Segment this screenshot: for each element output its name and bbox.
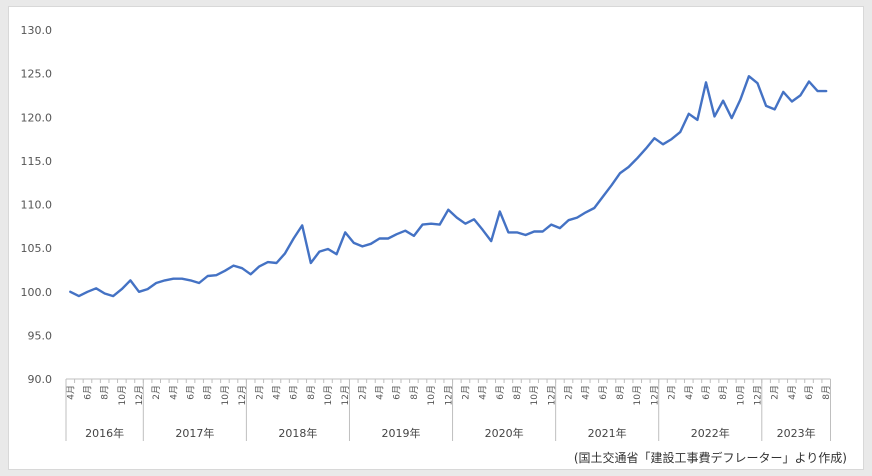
x-tick-label: 4月: [168, 385, 179, 400]
x-tick-label: 12月: [649, 385, 660, 405]
x-tick-label: 10月: [632, 385, 643, 405]
series-line: [69, 74, 828, 298]
x-tick-label: 12月: [340, 385, 351, 405]
year-label: 2022年: [691, 426, 730, 440]
y-tick-label: 90.0: [28, 373, 53, 386]
year-label: 2017年: [175, 426, 214, 440]
x-tick-label: 8月: [615, 385, 626, 400]
plot-area: [69, 74, 828, 298]
x-tick-label: 4月: [684, 385, 695, 400]
x-tick-label: 2月: [357, 385, 368, 400]
x-tick-label: 10月: [426, 385, 437, 405]
x-tick-label: 4月: [787, 385, 798, 400]
x-tick-label: 8月: [512, 385, 523, 400]
x-tick-label: 6月: [598, 385, 609, 400]
x-tick-label: 8月: [100, 385, 111, 400]
x-tick-label: 2月: [460, 385, 471, 400]
y-tick-label: 125.0: [21, 68, 53, 81]
x-tick-label: 4月: [581, 385, 592, 400]
x-tick-label: 8月: [409, 385, 420, 400]
year-axis: 2016年 2017年 2018年 2019年 2020年 2021年 2022年 2023年: [65, 379, 832, 441]
x-tick-label: 6月: [804, 385, 815, 400]
x-tick-label: 6月: [495, 385, 506, 400]
x-tick-label: 8月: [718, 385, 729, 400]
source-note: (国土交通省「建設工事費デフレーター」より作成): [573, 451, 847, 465]
x-tick-label: 10月: [323, 385, 334, 405]
x-tick-label: 4月: [478, 385, 489, 400]
year-label: 2016年: [85, 426, 124, 440]
x-tick-label: 6月: [186, 385, 197, 400]
x-tick-label: 6月: [289, 385, 300, 400]
y-tick-label: 130.0: [21, 24, 53, 37]
x-tick-label: 10月: [735, 385, 746, 405]
x-tick-label: 6月: [392, 385, 403, 400]
x-tick-label: 10月: [117, 385, 128, 405]
line-chart: 90.0 95.0 100.0 105.0 110.0 115.0 120.0 125.0 13…: [21, 24, 832, 441]
x-tick-label: 12月: [752, 385, 763, 405]
x-tick-label: 12月: [134, 385, 145, 405]
year-label: 2020年: [485, 426, 524, 440]
x-tick-label: 6月: [701, 385, 712, 400]
x-tick-label: 2月: [254, 385, 265, 400]
year-label: 2023年: [777, 426, 816, 440]
x-tick-label: 12月: [546, 385, 557, 405]
x-tick-label: 4月: [375, 385, 386, 400]
y-tick-label: 120.0: [21, 111, 53, 124]
x-axis: 4月 6月 8月 10月 12月 2月 4月 6月 8月 10月 12月 2月 4月 6月 8月 10月 12月…: [65, 378, 832, 405]
year-label: 2019年: [382, 426, 421, 440]
x-tick-label: 4月: [271, 385, 282, 400]
y-tick-label: 110.0: [21, 199, 53, 212]
x-tick-label: 2月: [564, 385, 575, 400]
x-tick-label: 2月: [770, 385, 781, 400]
x-tick-label: 8月: [203, 385, 214, 400]
x-tick-label: 2月: [151, 385, 162, 400]
y-tick-label: 95.0: [28, 329, 53, 342]
x-tick-label: 8月: [821, 385, 832, 400]
y-tick-label: 105.0: [21, 242, 53, 255]
y-axis: 90.0 95.0 100.0 105.0 110.0 115.0 120.0 125.0 13…: [21, 24, 53, 386]
x-tick-label: 2月: [667, 385, 678, 400]
chart-card: 90.0 95.0 100.0 105.0 110.0 115.0 120.0 125.0 13…: [8, 6, 864, 470]
x-tick-label: 10月: [220, 385, 231, 405]
x-tick-label: 8月: [306, 385, 317, 400]
year-label: 2018年: [278, 426, 317, 440]
x-tick-label: 6月: [82, 385, 93, 400]
year-label: 2021年: [588, 426, 627, 440]
y-tick-label: 115.0: [21, 155, 53, 168]
y-tick-label: 100.0: [21, 286, 53, 299]
x-tick-label: 12月: [237, 385, 248, 405]
x-tick-label: 4月: [65, 385, 76, 400]
x-tick-label: 10月: [529, 385, 540, 405]
x-tick-label: 12月: [443, 385, 454, 405]
